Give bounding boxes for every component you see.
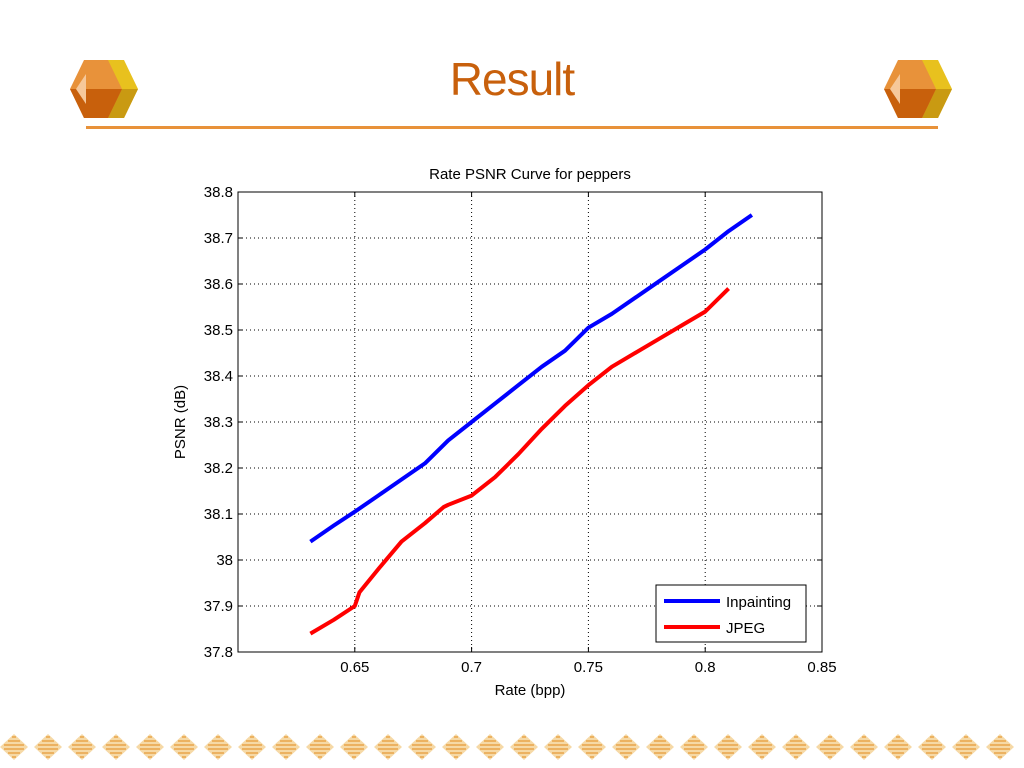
footer-diamond (170, 734, 198, 760)
legend: Inpainting JPEG (655, 584, 807, 643)
footer-diamond (510, 734, 538, 760)
legend-box (655, 584, 807, 643)
y-tick-label: 38 (216, 552, 233, 569)
x-tick-label: 0.7 (461, 659, 482, 676)
legend-label-inpainting: Inpainting (726, 594, 791, 611)
footer-diamond (102, 734, 130, 760)
footer-diamond (340, 734, 368, 760)
footer-diamond (442, 734, 470, 760)
footer-diamond (952, 734, 980, 760)
footer-diamond (0, 734, 28, 760)
footer-diamond (34, 734, 62, 760)
footer-diamond (816, 734, 844, 760)
hexagon-cube-icon (70, 60, 138, 118)
footer-diamond (782, 734, 810, 760)
footer-diamond (612, 734, 640, 760)
x-tick-label: 0.8 (695, 659, 716, 676)
x-tick-label: 0.85 (807, 659, 836, 676)
footer-diamond (646, 734, 674, 760)
x-tick-label: 0.75 (574, 659, 603, 676)
y-tick-label: 38.8 (204, 184, 233, 201)
slide-title: Result (449, 53, 575, 105)
footer-diamond (408, 734, 436, 760)
footer-diamond (918, 734, 946, 760)
y-axis-label: PSNR (dB) (172, 385, 189, 459)
x-tick-label: 0.65 (340, 659, 369, 676)
y-tick-label: 38.2 (204, 460, 233, 477)
footer-diamond (748, 734, 776, 760)
legend-label-jpeg: JPEG (726, 620, 765, 637)
y-tick-label: 38.3 (204, 414, 233, 431)
footer-diamond (714, 734, 742, 760)
footer-diamond (850, 734, 878, 760)
footer-diamond (680, 734, 708, 760)
title-divider (86, 126, 938, 129)
y-tick-label: 38.1 (204, 506, 233, 523)
y-tick-label: 38.5 (204, 322, 233, 339)
footer-diamond (476, 734, 504, 760)
footer-diamond (306, 734, 334, 760)
axis-ticks: 0.65 0.7 0.75 0.8 0.85 37.8 37.9 38 38.1 38.2 38.3… (204, 184, 837, 676)
footer-diamond (374, 734, 402, 760)
series-line-jpeg (309, 287, 731, 636)
footer-diamond (238, 734, 266, 760)
hexagon-cube-icon (884, 60, 952, 118)
footer-diamond (544, 734, 572, 760)
footer-diamond (136, 734, 164, 760)
footer-diamond (578, 734, 606, 760)
y-tick-label: 37.9 (204, 598, 233, 615)
footer-diamond (986, 734, 1014, 760)
rate-psnr-chart: 0.65 0.7 0.75 0.8 0.85 37.8 37.9 38 38.1 38.2 38.3… (172, 166, 837, 699)
y-tick-label: 38.4 (204, 368, 233, 385)
series-lines (309, 213, 754, 636)
y-tick-label: 38.6 (204, 276, 233, 293)
footer-diamond (884, 734, 912, 760)
footer-diamond-band (0, 734, 1014, 760)
footer-diamond (68, 734, 96, 760)
y-tick-label: 37.8 (204, 644, 233, 661)
series-line-inpainting (309, 213, 754, 544)
footer-diamond (272, 734, 300, 760)
footer-diamond (204, 734, 232, 760)
chart-title: Rate PSNR Curve for peppers (429, 166, 631, 183)
y-tick-label: 38.7 (204, 230, 233, 247)
x-axis-label: Rate (bpp) (495, 682, 566, 699)
